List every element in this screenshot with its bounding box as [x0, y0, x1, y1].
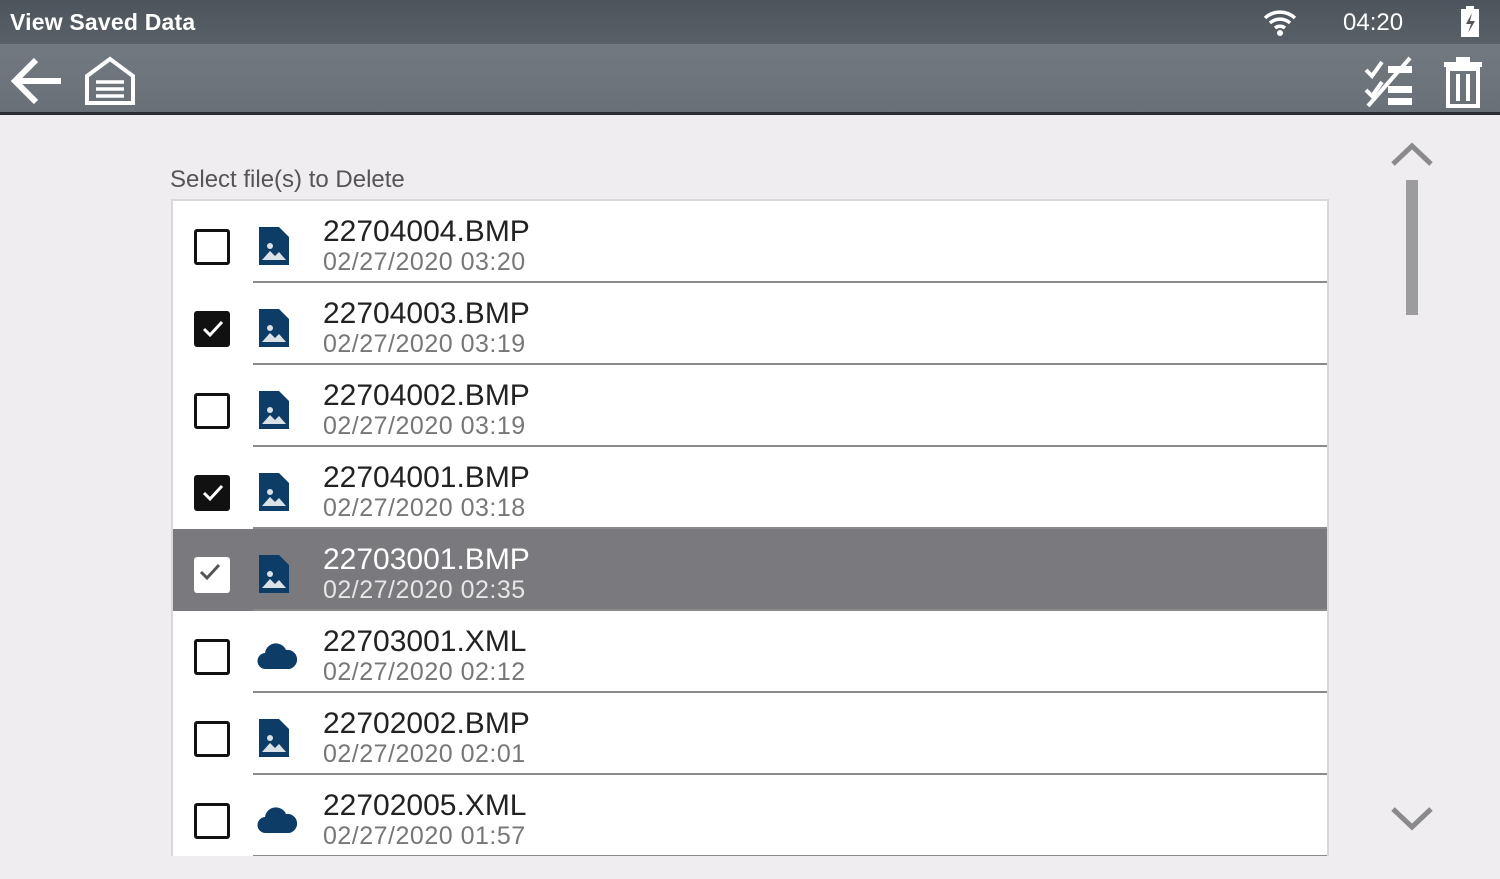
- file-row[interactable]: 22704001.BMP 02/27/2020 03:18: [173, 447, 1327, 529]
- wifi-icon: [1263, 10, 1297, 36]
- scrollbar-thumb[interactable]: [1406, 180, 1418, 315]
- file-date: 02/27/2020 03:18: [323, 494, 526, 522]
- file-checkbox[interactable]: [194, 721, 230, 757]
- file-row[interactable]: 22704003.BMP 02/27/2020 03:19: [173, 283, 1327, 365]
- file-list: 22704004.BMP 02/27/2020 03:20 22704003.BMP…: [171, 199, 1329, 856]
- file-checkbox[interactable]: [194, 393, 230, 429]
- file-date: 02/27/2020 03:20: [323, 248, 526, 276]
- file-date: 02/27/2020 03:19: [323, 412, 526, 440]
- file-row[interactable]: 22702002.BMP 02/27/2020 02:01: [173, 693, 1327, 775]
- row-divider: [253, 855, 1327, 856]
- instruction-label: Select file(s) to Delete: [170, 166, 405, 193]
- toolbar: [0, 44, 1500, 115]
- file-name: 22702005.XML: [323, 789, 527, 822]
- file-name: 22702002.BMP: [323, 707, 530, 740]
- file-row[interactable]: 22704004.BMP 02/27/2020 03:20: [173, 201, 1327, 283]
- cloud-file-icon: [257, 807, 297, 834]
- cloud-file-icon: [257, 643, 297, 670]
- status-bar: View Saved Data 04:20: [0, 0, 1500, 44]
- file-name: 22703001.XML: [323, 625, 527, 658]
- file-date: 02/27/2020 03:19: [323, 330, 526, 358]
- trash-icon[interactable]: [1442, 56, 1484, 108]
- row-divider: [253, 609, 1327, 611]
- select-all-toggle-icon[interactable]: [1362, 56, 1416, 108]
- scroll-down-chevron-icon[interactable]: [1390, 805, 1434, 831]
- scroll-up-chevron-icon[interactable]: [1390, 142, 1434, 168]
- image-file-icon: [259, 227, 289, 265]
- file-checkbox[interactable]: [194, 557, 230, 593]
- back-arrow-icon[interactable]: [10, 56, 64, 106]
- file-row[interactable]: 22703001.XML 02/27/2020 02:12: [173, 611, 1327, 693]
- image-file-icon: [259, 719, 289, 757]
- row-divider: [253, 363, 1327, 365]
- file-checkbox[interactable]: [194, 803, 230, 839]
- file-name: 22704003.BMP: [323, 297, 530, 330]
- image-file-icon: [259, 309, 289, 347]
- image-file-icon: [259, 473, 289, 511]
- image-file-icon: [259, 391, 289, 429]
- file-checkbox[interactable]: [194, 229, 230, 265]
- file-row[interactable]: 22702005.XML 02/27/2020 01:57: [173, 775, 1327, 856]
- checkmark-icon: [199, 563, 221, 581]
- file-date: 02/27/2020 02:35: [323, 576, 526, 604]
- checkmark-icon: [202, 320, 224, 338]
- file-date: 02/27/2020 02:01: [323, 740, 526, 768]
- row-divider: [253, 773, 1327, 775]
- row-divider: [253, 527, 1327, 529]
- file-name: 22704002.BMP: [323, 379, 530, 412]
- file-date: 02/27/2020 01:57: [323, 822, 526, 850]
- file-checkbox[interactable]: [194, 639, 230, 675]
- checkmark-icon: [202, 484, 224, 502]
- home-icon[interactable]: [84, 56, 136, 106]
- file-name: 22703001.BMP: [323, 543, 530, 576]
- file-date: 02/27/2020 02:12: [323, 658, 526, 686]
- file-checkbox[interactable]: [194, 311, 230, 347]
- image-file-icon: [259, 555, 289, 593]
- file-checkbox[interactable]: [194, 475, 230, 511]
- row-divider: [253, 445, 1327, 447]
- file-name: 22704004.BMP: [323, 215, 530, 248]
- row-divider: [253, 281, 1327, 283]
- row-divider: [253, 691, 1327, 693]
- window-title: View Saved Data: [10, 9, 196, 35]
- file-name: 22704001.BMP: [323, 461, 530, 494]
- battery-charging-icon: [1461, 6, 1479, 37]
- file-row[interactable]: 22703001.BMP 02/27/2020 02:35: [173, 529, 1327, 611]
- file-row[interactable]: 22704002.BMP 02/27/2020 03:19: [173, 365, 1327, 447]
- clock: 04:20: [1343, 9, 1404, 36]
